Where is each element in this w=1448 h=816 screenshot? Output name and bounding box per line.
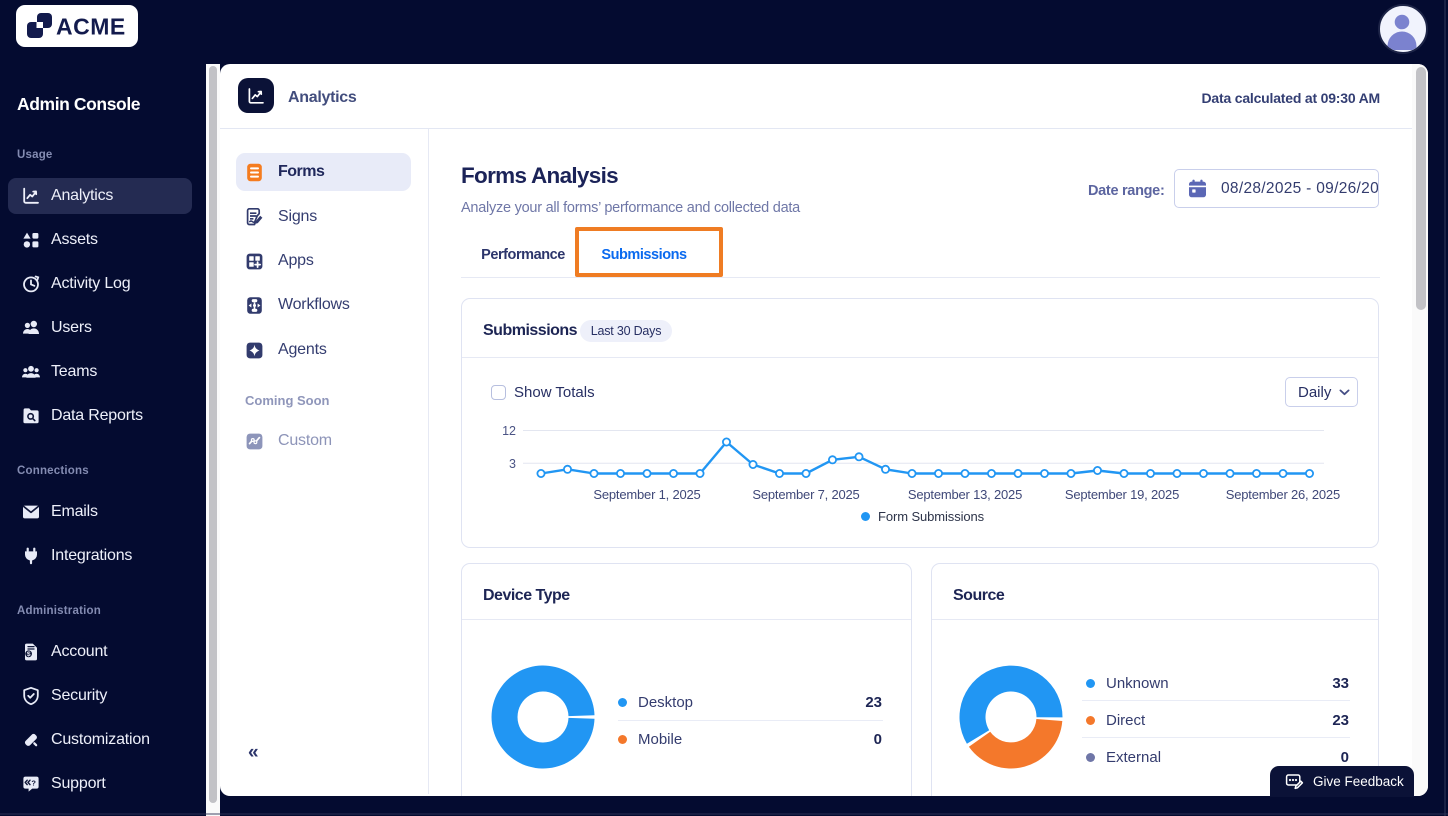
svg-text:ACME: ACME bbox=[56, 14, 126, 40]
svg-text:September 26, 2025: September 26, 2025 bbox=[1226, 487, 1340, 502]
svg-text:September 7, 2025: September 7, 2025 bbox=[752, 487, 859, 502]
svg-text:?: ? bbox=[31, 779, 36, 788]
svg-text:September 19, 2025: September 19, 2025 bbox=[1065, 487, 1179, 502]
svg-text:12: 12 bbox=[502, 424, 516, 438]
svg-text:3: 3 bbox=[509, 457, 516, 471]
svg-text:September 1, 2025: September 1, 2025 bbox=[593, 487, 700, 502]
svg-text:$: $ bbox=[27, 651, 31, 658]
svg-text:September 13, 2025: September 13, 2025 bbox=[908, 487, 1022, 502]
